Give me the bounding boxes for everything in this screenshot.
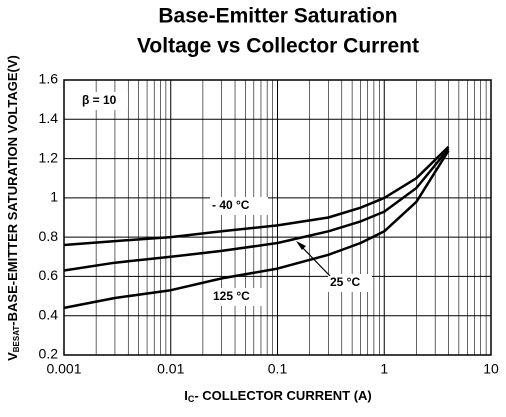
series-label: 125 °C [213,289,250,303]
arrow-head [296,241,306,250]
x-tick-label: 0.001 [46,361,81,377]
x-axis-label: IC- COLLECTOR CURRENT (A) [184,388,372,404]
y-tick-label: 0.2 [39,346,59,362]
chart-title: Base-Emitter Saturation [158,5,397,28]
x-tick-label: 10 [483,361,499,377]
series-label: 25 °C [330,275,360,289]
y-tick-label: 0.6 [39,267,59,283]
y-label-rest: -BASE-EMITTER SATURATION VOLTAGE(V) [5,55,20,326]
x-label-rest: - COLLECTOR CURRENT (A) [194,388,371,403]
annotation: β = 10 [82,93,117,107]
data-line [63,150,450,310]
label-bg [78,92,128,110]
label-bg [328,274,372,292]
label-bg [210,197,268,215]
y-tick-label: 0.4 [39,306,59,322]
chart-title: Voltage vs Collector Current [137,35,419,58]
x-tick-label: 0.1 [268,361,288,377]
x-tick-label: 0.01 [157,361,184,377]
x-label-sub: C [188,394,195,404]
arrow [299,244,331,277]
y-tick-label: 1 [50,189,58,205]
y-tick-label: 1.4 [39,110,59,126]
y-label-sub: BESAT [12,326,21,353]
series-label: - 40 °C [212,198,250,212]
label-bg [211,288,263,306]
data-line [63,145,450,247]
y-tick-label: 1.2 [39,149,59,165]
y-axis-label: VBESAT-BASE-EMITTER SATURATION VOLTAGE(V… [5,55,21,361]
y-label-main: V [5,352,20,361]
x-tick-label: 1 [380,361,388,377]
data-line [63,148,450,272]
y-tick-label: 1.6 [39,71,59,87]
x-label-main: I [184,388,188,403]
y-tick-label: 0.8 [39,228,59,244]
